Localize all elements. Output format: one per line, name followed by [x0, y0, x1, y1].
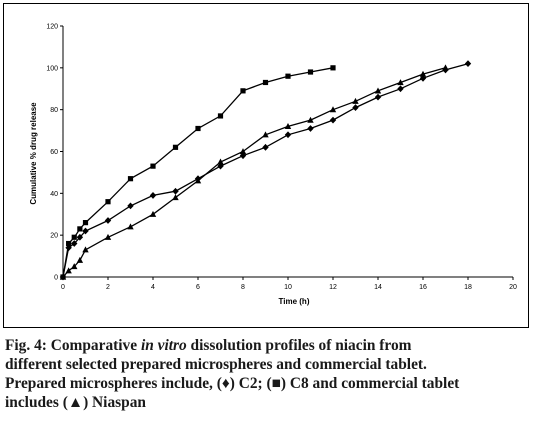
x-axis-title: Time (h): [279, 297, 310, 306]
data-point-niaspan: [172, 194, 179, 201]
data-point-niaspan: [71, 263, 78, 270]
data-point-niaspan: [65, 267, 72, 274]
caption-line-1-start: Fig. 4: Comparative: [5, 337, 141, 354]
data-point-c2: [217, 162, 224, 170]
data-point-c8: [150, 163, 156, 169]
data-point-c2: [262, 143, 269, 151]
data-point-c2: [71, 240, 78, 247]
x-tick-label: 10: [284, 284, 292, 291]
data-point-niaspan: [442, 64, 449, 71]
data-point-c8: [82, 220, 89, 226]
data-point-c2: [307, 125, 314, 132]
x-tick-label: 20: [509, 284, 517, 291]
caption-line-1: Fig. 4: Comparative in vitro dissolution…: [5, 336, 530, 355]
caption-italic-term: in vitro: [140, 337, 187, 354]
data-point-c2: [82, 227, 89, 235]
data-point-niaspan: [307, 116, 314, 123]
data-point-c8: [240, 88, 246, 94]
data-point-niaspan: [82, 246, 89, 253]
data-point-c2: [172, 187, 179, 195]
data-point-niaspan: [352, 97, 359, 104]
x-tick-label: 12: [329, 284, 337, 291]
x-tick-label: 6: [196, 284, 200, 291]
data-point-niaspan: [262, 131, 269, 138]
data-point-c8: [330, 65, 336, 71]
x-tick-label: 8: [241, 284, 245, 291]
x-ticks: 0 2 4 6 8 10 12 14 16 18 20: [61, 277, 517, 291]
data-point-c2: [104, 217, 112, 224]
data-point-c8: [172, 144, 179, 150]
data-point-niaspan: [284, 123, 292, 129]
y-tick-label: 120: [46, 24, 58, 31]
y-tick-label: 60: [50, 149, 58, 156]
chart-frame: 0 2 4 6 8 10 12 14 16 18 20 0 20 40 60 80 100 120 Time (…: [3, 3, 529, 328]
axes: [62, 26, 513, 278]
y-tick-label: 0: [54, 275, 58, 282]
data-point-niaspan: [149, 210, 157, 217]
data-point-c2: [329, 116, 337, 124]
series-layer: [59, 60, 472, 281]
x-tick-label: 4: [151, 284, 155, 291]
data-point-c2: [352, 104, 359, 111]
series-line-c8: [62, 67, 334, 278]
data-point-niaspan: [59, 273, 67, 280]
data-point-c2: [127, 202, 134, 210]
caption-line-1-end: dissolution profiles of niacin from: [186, 337, 412, 354]
x-tick-label: 14: [374, 284, 382, 291]
data-point-c8: [71, 234, 77, 240]
data-point-niaspan: [419, 70, 427, 77]
x-tick-label: 2: [106, 284, 110, 291]
data-point-niaspan: [217, 158, 224, 165]
x-tick-label: 16: [419, 284, 427, 291]
data-point-c2: [284, 131, 292, 139]
data-point-niaspan: [329, 106, 337, 113]
figure-caption: Fig. 4: Comparative in vitro dissolution…: [5, 336, 530, 412]
data-point-niaspan: [239, 148, 247, 155]
data-point-c8: [66, 240, 72, 247]
data-point-c8: [307, 69, 314, 75]
x-tick-label: 0: [61, 284, 65, 291]
data-point-c8: [285, 73, 291, 79]
data-point-c8: [77, 226, 83, 232]
data-point-c2: [149, 192, 157, 199]
series-line-niaspan: [62, 67, 446, 278]
x-tick-label: 18: [464, 284, 472, 291]
data-point-c2: [76, 233, 84, 241]
y-tick-label: 20: [50, 233, 58, 240]
data-point-niaspan: [76, 256, 84, 263]
caption-line-4: includes (▲) Niaspan: [5, 394, 146, 411]
data-point-c8: [217, 113, 224, 119]
data-point-niaspan: [127, 223, 134, 230]
y-tick-label: 100: [46, 65, 58, 72]
data-point-c8: [105, 199, 111, 205]
caption-line-3: Prepared microspheres include, (♦) C2; (…: [5, 375, 460, 392]
data-point-c8: [195, 125, 201, 132]
data-point-c8: [127, 176, 134, 182]
y-axis-title: Cumulative % drug release: [29, 102, 38, 205]
y-ticks: 0 20 40 60 80 100 120: [46, 24, 63, 282]
data-point-c2: [374, 93, 382, 101]
data-point-c2: [397, 85, 404, 93]
data-point-c2: [464, 60, 472, 68]
y-tick-label: 80: [50, 107, 58, 114]
series-line-c2: [62, 63, 469, 278]
data-point-c2: [239, 152, 247, 160]
dissolution-chart: 0 2 4 6 8 10 12 14 16 18 20 0 20 40 60 80 100 120 Time (…: [29, 24, 517, 307]
data-point-c8: [262, 79, 269, 86]
caption-line-2: different selected prepared microspheres…: [5, 356, 427, 373]
data-point-niaspan: [374, 87, 382, 94]
y-tick-label: 40: [50, 191, 58, 198]
data-point-niaspan: [104, 233, 112, 240]
data-point-niaspan: [194, 177, 202, 184]
data-point-niaspan: [397, 79, 404, 86]
